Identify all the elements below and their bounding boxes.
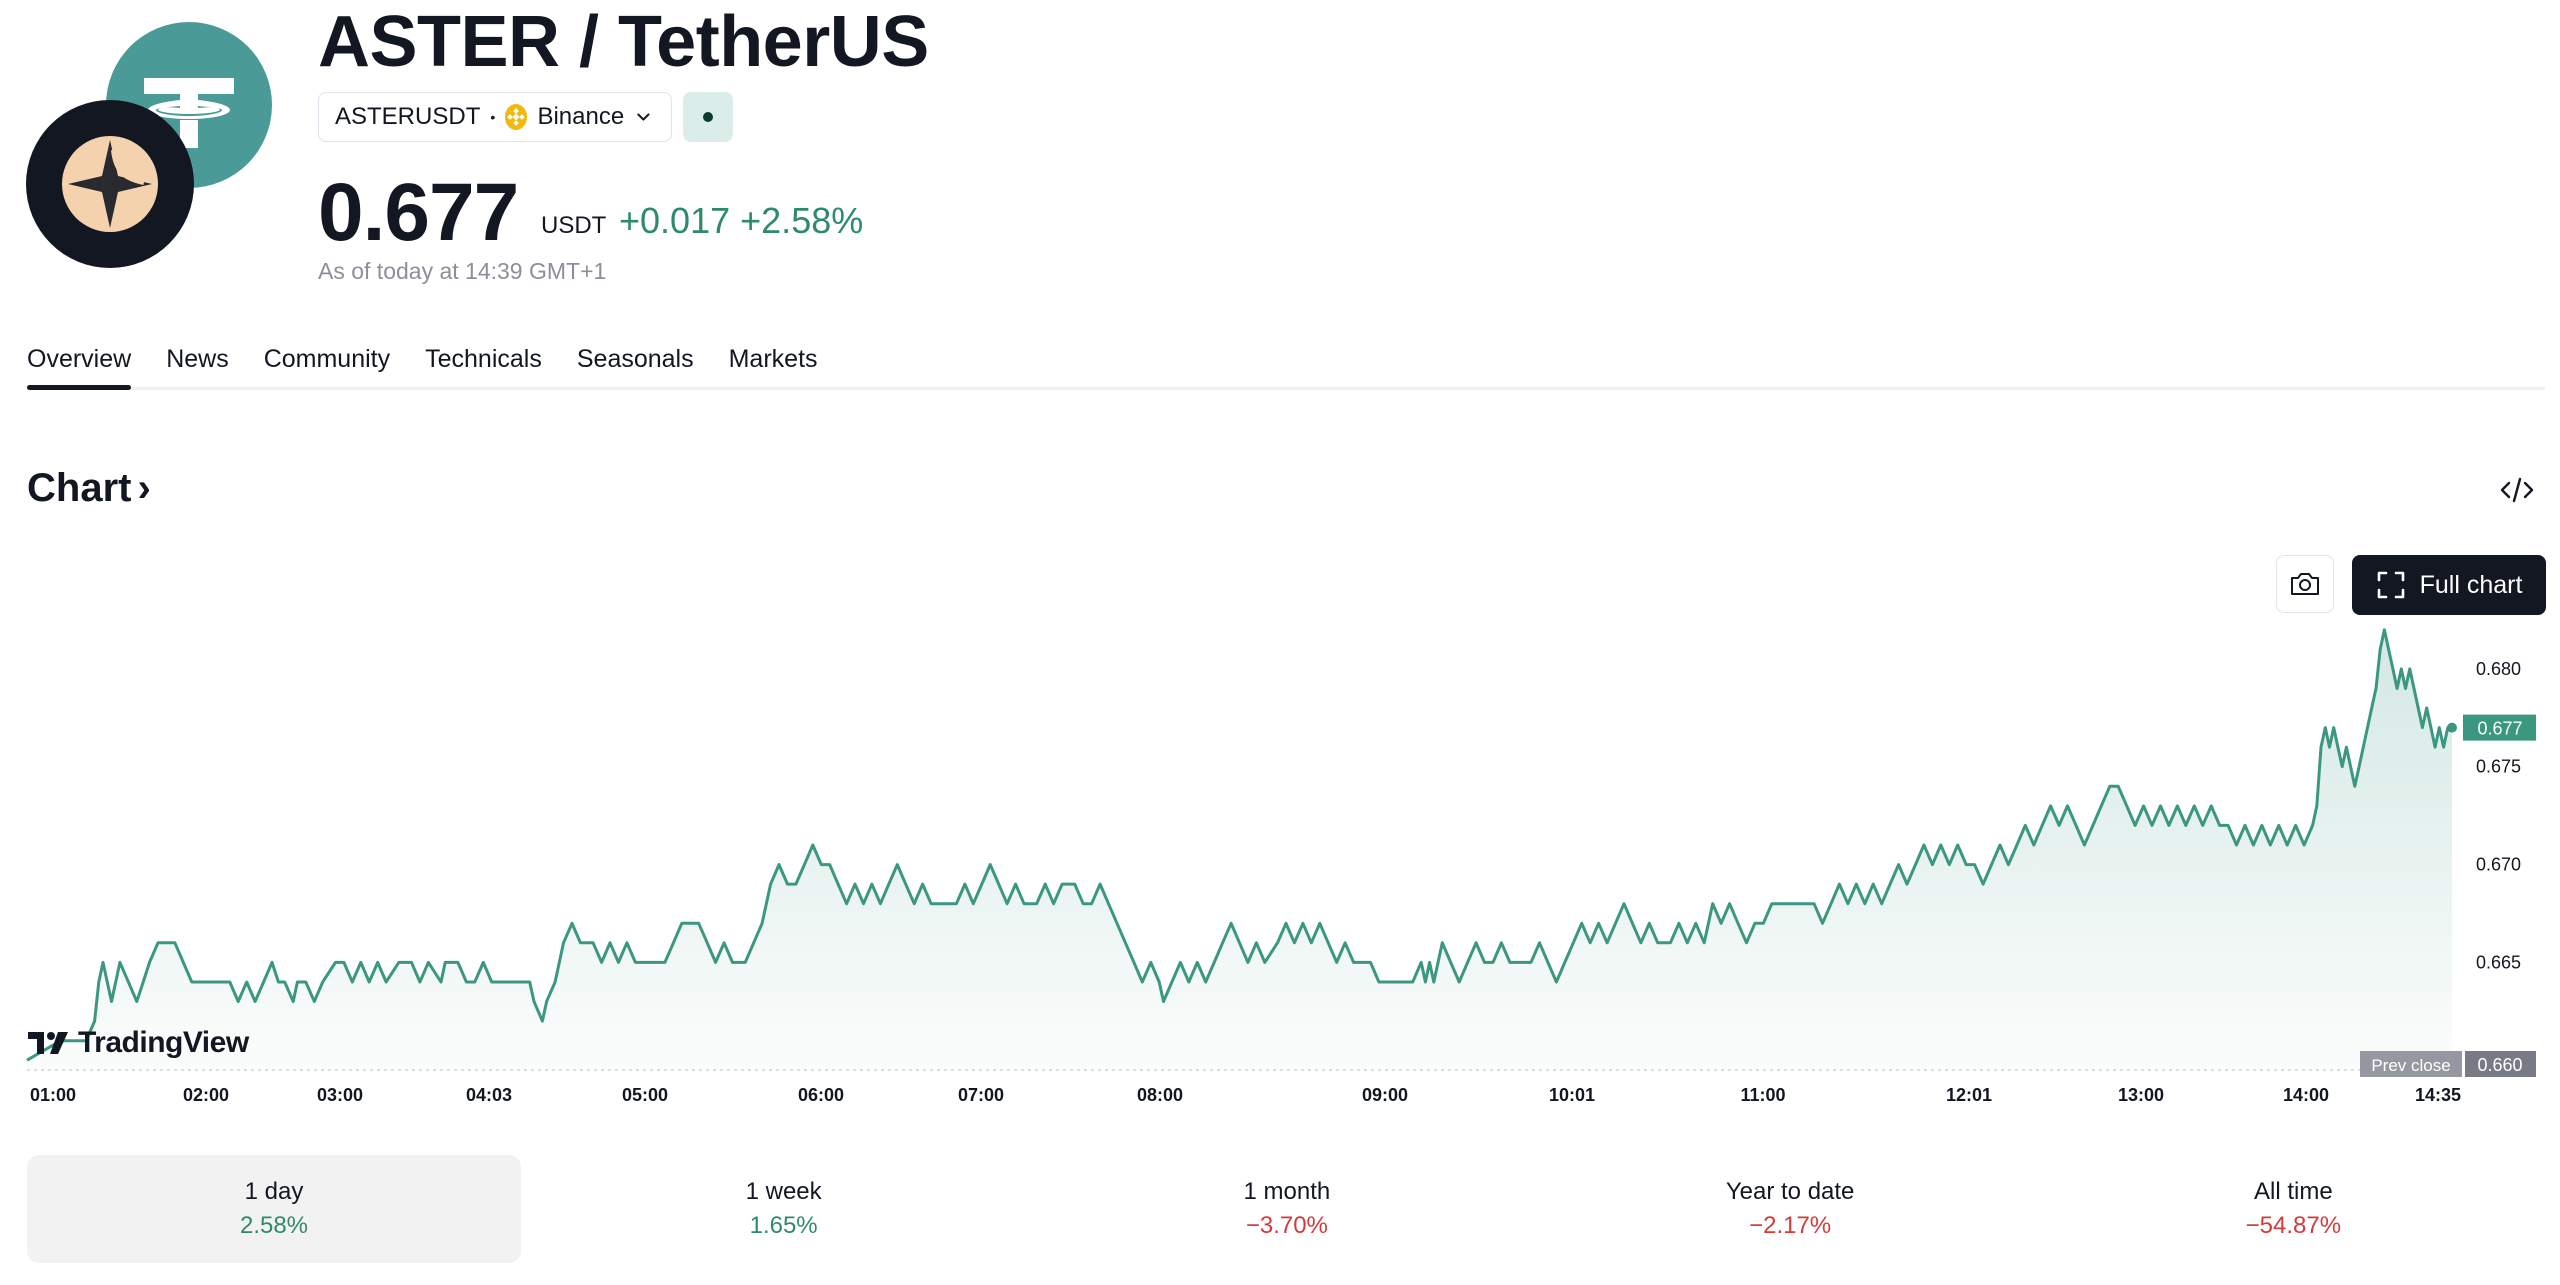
- price-line: [26, 628, 2452, 1062]
- y-tick-label: 0.665: [2476, 952, 2521, 972]
- period-label: 1 week: [745, 1178, 822, 1205]
- period-year-to-date[interactable]: Year to date −2.17%: [1539, 1155, 2042, 1263]
- y-tick-label: 0.670: [2476, 855, 2521, 875]
- x-tick-label: 14:35: [2415, 1085, 2461, 1105]
- prev-close-value-label: 0.660: [2477, 1055, 2522, 1075]
- period-label: 1 day: [244, 1178, 304, 1205]
- tab-seasonals[interactable]: Seasonals: [576, 345, 694, 373]
- x-tick-label: 07:00: [958, 1085, 1004, 1105]
- chevron-down-icon: [637, 113, 650, 121]
- snapshot-button[interactable]: [2276, 555, 2334, 613]
- aster-logo-icon: [26, 100, 194, 268]
- tab-overview[interactable]: Overview: [27, 345, 132, 373]
- camera-icon: [2291, 573, 2319, 595]
- x-tick-label: 05:00: [622, 1085, 668, 1105]
- y-tick-label: 0.675: [2476, 757, 2521, 777]
- status-dot: [703, 112, 713, 122]
- chevron-right-icon: ›: [137, 466, 151, 510]
- period-value: −3.70%: [1245, 1212, 1328, 1239]
- x-tick-label: 10:01: [1549, 1085, 1595, 1105]
- period-value: 1.65%: [749, 1212, 818, 1239]
- full-chart-label: Full chart: [2419, 570, 2523, 599]
- x-tick-label: 11:00: [1740, 1085, 1785, 1105]
- exchange-label: Binance: [537, 103, 625, 130]
- period-1-month[interactable]: 1 month −3.70%: [1035, 1155, 1538, 1263]
- last-price-dot: [2447, 722, 2457, 733]
- x-tick-label: 14:00: [2283, 1085, 2329, 1105]
- binance-icon: [505, 104, 528, 130]
- tradingview-logo-icon: [28, 1032, 68, 1054]
- last-price-badge-label: 0.677: [2477, 719, 2522, 739]
- market-status-badge[interactable]: [683, 92, 733, 142]
- embed-code-icon[interactable]: [2500, 475, 2534, 505]
- prev-close-value-badge: [2465, 1051, 2536, 1077]
- performance-periods: 1 day 2.58% 1 week 1.65% 1 month −3.70% …: [27, 1155, 2545, 1263]
- tab-technicals[interactable]: Technicals: [425, 345, 542, 373]
- x-tick-label: 08:00: [1137, 1085, 1183, 1105]
- full-chart-button[interactable]: Full chart: [2352, 555, 2546, 615]
- symbol-exchange-selector[interactable]: ASTERUSDT • Binance: [318, 92, 672, 142]
- price-change: +0.017 +2.58%: [619, 200, 863, 242]
- prev-close-badge: [2360, 1051, 2462, 1077]
- symbol-label: ASTERUSDT: [335, 103, 481, 130]
- x-tick-label: 03:00: [317, 1085, 363, 1105]
- x-tick-label: 04:03: [466, 1085, 512, 1105]
- tradingview-wordmark: TradingView: [78, 1026, 249, 1059]
- last-price: 0.677: [318, 167, 519, 258]
- tradingview-watermark[interactable]: TradingView: [28, 1026, 249, 1060]
- prev-close-badge-label: Prev close: [2371, 1056, 2450, 1075]
- period-label: Year to date: [1725, 1178, 1855, 1205]
- last-price-badge: [2463, 714, 2536, 741]
- x-tick-label: 12:01: [1946, 1085, 1992, 1105]
- active-tab-indicator: [27, 385, 131, 390]
- period-all-time[interactable]: All time −54.87%: [2042, 1155, 2545, 1263]
- x-tick-label: 13:00: [2118, 1085, 2164, 1105]
- x-tick-label: 01:00: [30, 1085, 76, 1105]
- price-currency: USDT: [541, 212, 607, 239]
- period-1-day[interactable]: 1 day 2.58%: [27, 1155, 521, 1263]
- x-tick-label: 06:00: [798, 1085, 844, 1105]
- y-tick-label: 0.680: [2476, 659, 2521, 679]
- tab-bar: Overview News Community Technicals Seaso…: [27, 345, 853, 388]
- period-label: All time: [2254, 1178, 2333, 1205]
- period-1-week[interactable]: 1 week 1.65%: [532, 1155, 1035, 1263]
- price-chart[interactable]: 0.680 0.675 0.670 0.665 01:00 02:00 03:00 04:0…: [0, 620, 2560, 1120]
- tab-community[interactable]: Community: [263, 345, 391, 373]
- period-value: −54.87%: [2245, 1212, 2342, 1239]
- as-of-timestamp: As of today at 14:39 GMT+1: [318, 258, 607, 284]
- period-value: −2.17%: [1749, 1212, 1832, 1239]
- period-label: 1 month: [1243, 1178, 1331, 1205]
- price-change-abs: +0.017: [619, 200, 731, 241]
- page-title: ASTER / TetherUS: [318, 2, 929, 82]
- price-area-fill: [27, 629, 2452, 1070]
- fullscreen-icon: [2377, 571, 2404, 599]
- x-tick-label: 02:00: [183, 1085, 229, 1105]
- chart-section-title: Chart: [27, 466, 132, 510]
- period-value: 2.58%: [239, 1212, 309, 1239]
- tab-news[interactable]: News: [166, 345, 229, 373]
- separator-dot: •: [490, 109, 496, 125]
- x-tick-label: 09:00: [1362, 1085, 1408, 1105]
- tabs-divider: [27, 387, 2545, 390]
- chart-section-link[interactable]: Chart ›: [27, 466, 151, 511]
- tab-markets[interactable]: Markets: [728, 345, 818, 373]
- price-change-pct: +2.58%: [740, 200, 864, 241]
